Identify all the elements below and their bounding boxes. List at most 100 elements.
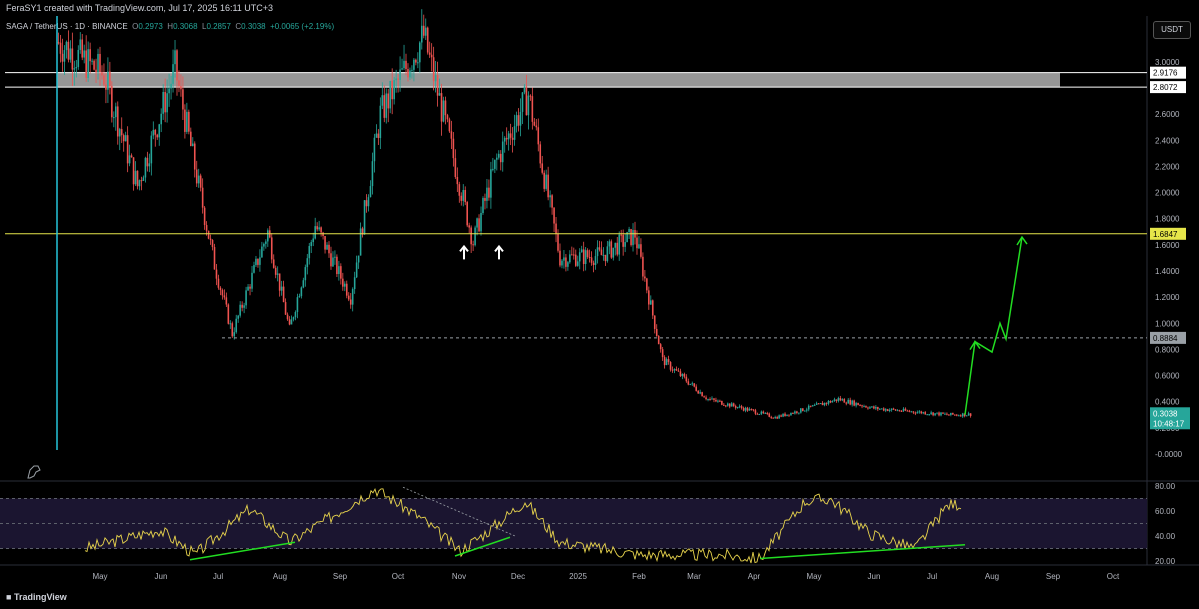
candle-body [827, 401, 830, 404]
candle-body [77, 49, 80, 67]
candle-body [940, 412, 942, 416]
candle-body [75, 66, 78, 69]
candle-body [766, 412, 769, 414]
zone-bottom-price-label: 2.8072 [1153, 83, 1178, 92]
candle-body [782, 413, 784, 417]
candle-body [174, 50, 176, 65]
candle-body [770, 416, 773, 418]
candle-body [422, 25, 425, 36]
candle-body [567, 262, 569, 267]
candle-body [328, 244, 330, 254]
symbol-name[interactable]: SAGA / TetherUS · 1D · BINANCE [6, 22, 128, 31]
candle-body [715, 399, 717, 402]
candle-body [146, 157, 149, 167]
y-tick-label: 1.8000 [1155, 215, 1180, 224]
candle-body [685, 376, 688, 382]
divergence-line [189, 541, 296, 561]
last-price-bg [1150, 407, 1190, 430]
candle-body [906, 410, 909, 412]
rsi-trendline [402, 486, 516, 537]
candle-body [87, 49, 89, 78]
candle-body [387, 93, 390, 109]
candle-body [879, 408, 881, 410]
x-tick-label: Mar [687, 572, 701, 581]
candle-body [164, 91, 166, 113]
candle-body [950, 412, 952, 415]
candle-body [963, 413, 966, 417]
candle-body [344, 283, 346, 287]
candle-body [849, 399, 851, 405]
candle-body [719, 400, 721, 402]
up-arrow-icon [494, 244, 504, 260]
candle-body [227, 304, 230, 324]
candle-body [243, 305, 245, 308]
candle-body [859, 405, 861, 407]
candle-body [239, 304, 241, 316]
candle-body [754, 410, 757, 414]
candle-body [954, 414, 956, 416]
rsi-tick-label: 40.00 [1155, 532, 1176, 541]
candle-body [391, 80, 393, 100]
candle-body [415, 59, 417, 63]
candle-body [316, 226, 318, 230]
candle-body [519, 111, 522, 126]
candle-body [825, 402, 828, 404]
candle-body [871, 406, 873, 408]
candle-body [549, 195, 551, 198]
candle-body [308, 246, 311, 259]
candle-body [373, 137, 376, 162]
tradingview-brand[interactable]: ■ TradingView [6, 592, 67, 602]
candle-body [584, 250, 587, 264]
candle-body [428, 52, 431, 55]
target-price-label-bg [1150, 331, 1186, 344]
x-tick-label: Aug [273, 572, 287, 581]
candle-body [191, 143, 194, 147]
candle-body [223, 295, 226, 298]
candle-body [772, 417, 774, 419]
candle-body [934, 413, 936, 416]
x-tick-label: Jun [868, 572, 881, 581]
candle-body [107, 71, 109, 90]
candle-body [454, 158, 457, 178]
candle-body [132, 157, 135, 185]
candle-body [113, 117, 115, 119]
caption-text: FeraSY1 created with TradingView.com, Ju… [6, 3, 274, 13]
candle-body [576, 261, 579, 266]
candle-body [802, 408, 804, 412]
candle-body [541, 163, 544, 173]
candle-body [956, 414, 958, 416]
candle-body [166, 93, 168, 113]
high-value: 0.3068 [173, 22, 198, 31]
x-tick-label: Sep [333, 572, 348, 581]
candle-body [492, 168, 494, 170]
candle-body [592, 262, 595, 265]
x-tick-label: Jun [155, 572, 168, 581]
candle-body [476, 218, 478, 228]
candle-body [326, 244, 328, 250]
candle-body [932, 412, 934, 416]
arrowhead-icon [1016, 235, 1028, 246]
candle-body [578, 252, 581, 262]
candle-body [936, 412, 938, 414]
currency-button[interactable]: USDT [1153, 21, 1191, 39]
open-label: O [132, 22, 139, 31]
candle-body [383, 95, 386, 118]
candle-body [569, 254, 571, 263]
change-value: +0.0065 (+2.19%) [270, 22, 335, 31]
candle-body [251, 272, 253, 289]
x-tick-label: Feb [632, 572, 646, 581]
candle-body [178, 80, 180, 87]
candle-body [116, 106, 119, 137]
candle-body [199, 175, 202, 188]
candle-body [79, 39, 82, 50]
candle-body [184, 109, 186, 132]
arrowhead-icon [969, 340, 981, 350]
candle-body [253, 265, 255, 273]
candle-body [241, 304, 243, 308]
candle-body [790, 412, 792, 416]
candle-body [302, 280, 305, 288]
candle-body [869, 407, 871, 409]
candle-body [736, 407, 739, 409]
candle-body [630, 229, 632, 246]
